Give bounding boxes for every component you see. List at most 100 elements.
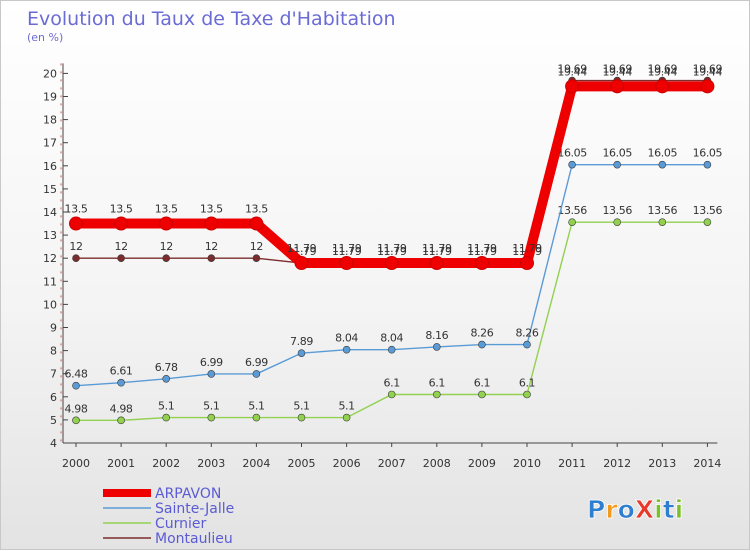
legend-label-sainte-jalle: Sainte-Jalle bbox=[155, 501, 234, 517]
data-point-montaulieu bbox=[252, 254, 261, 263]
data-label-arpavon: 11.79 bbox=[287, 242, 317, 255]
chart-subtitle: (en %) bbox=[27, 31, 63, 44]
data-label-curnier: 13.56 bbox=[648, 204, 678, 217]
data-point-curnier bbox=[117, 416, 125, 425]
x-tick-label: 2014 bbox=[693, 457, 721, 470]
data-label-curnier: 5.1 bbox=[248, 400, 264, 413]
data-point-sainte-jalle bbox=[387, 345, 396, 354]
data-point-arpavon bbox=[294, 256, 309, 271]
x-tick-label: 2005 bbox=[288, 457, 316, 470]
data-label-sainte-jalle: 16.05 bbox=[602, 147, 632, 160]
x-tick-label: 2009 bbox=[468, 457, 496, 470]
data-label-curnier: 13.56 bbox=[557, 204, 587, 217]
data-point-curnier bbox=[432, 390, 441, 399]
data-label-sainte-jalle: 6.48 bbox=[65, 368, 88, 381]
data-point-sainte-jalle bbox=[568, 160, 576, 169]
proxiti-logo: ProXiti bbox=[587, 495, 684, 525]
data-label-arpavon: 19.44 bbox=[602, 65, 632, 78]
data-point-arpavon bbox=[339, 256, 354, 271]
y-tick-label: 6 bbox=[50, 391, 57, 404]
logo-letter: X bbox=[635, 495, 654, 524]
data-label-arpavon: 19.44 bbox=[557, 65, 587, 78]
y-tick-label: 7 bbox=[50, 368, 57, 381]
data-label-arpavon: 13.5 bbox=[65, 203, 88, 216]
data-point-arpavon bbox=[429, 256, 444, 271]
data-point-curnier bbox=[72, 416, 80, 425]
data-point-curnier bbox=[162, 413, 170, 422]
data-point-curnier bbox=[342, 413, 351, 422]
y-tick-label: 10 bbox=[43, 298, 57, 311]
data-point-curnier bbox=[568, 218, 576, 226]
data-point-arpavon bbox=[520, 256, 534, 271]
data-label-montaulieu: 19.69 bbox=[693, 63, 723, 76]
y-tick-label: 18 bbox=[43, 114, 57, 127]
data-label-montaulieu: 19.69 bbox=[602, 63, 632, 76]
data-point-sainte-jalle bbox=[342, 345, 351, 354]
data-label-curnier: 13.56 bbox=[693, 204, 723, 217]
data-label-sainte-jalle: 6.78 bbox=[155, 361, 178, 374]
logo-letter: o bbox=[618, 495, 635, 524]
data-point-sainte-jalle bbox=[162, 374, 170, 383]
data-label-curnier: 13.56 bbox=[602, 204, 632, 217]
data-label-curnier: 6.1 bbox=[519, 376, 535, 389]
data-point-arpavon bbox=[565, 79, 580, 94]
data-label-sainte-jalle: 6.99 bbox=[245, 356, 268, 369]
data-point-curnier bbox=[478, 390, 486, 399]
series-line-montaulieu bbox=[75, 79, 709, 264]
data-label-sainte-jalle: 8.04 bbox=[380, 332, 403, 345]
data-label-sainte-jalle: 16.05 bbox=[557, 147, 587, 160]
x-tick-label: 2002 bbox=[152, 457, 180, 470]
data-label-curnier: 6.1 bbox=[474, 376, 490, 389]
y-tick-label: 12 bbox=[43, 252, 57, 265]
data-label-sainte-jalle: 16.05 bbox=[693, 147, 723, 160]
logo-letter: r bbox=[605, 495, 618, 524]
x-tick-label: 2010 bbox=[513, 457, 541, 470]
data-point-sainte-jalle bbox=[117, 378, 125, 387]
y-tick-label: 19 bbox=[43, 91, 57, 104]
data-point-sainte-jalle bbox=[703, 160, 712, 169]
data-point-sainte-jalle bbox=[297, 349, 306, 357]
series-layer: 4.98 4.98 5.1 5.1 5.1 5.1 5.16.1 6.1 6.1 6.113.56… bbox=[65, 63, 723, 425]
data-point-curnier bbox=[523, 390, 531, 399]
data-point-arpavon bbox=[655, 79, 670, 94]
data-point-arpavon bbox=[384, 256, 399, 271]
data-point-montaulieu bbox=[72, 254, 80, 263]
y-tick-label: 9 bbox=[50, 322, 57, 335]
x-tick-label: 2013 bbox=[648, 457, 676, 470]
data-label-sainte-jalle: 6.99 bbox=[200, 356, 223, 369]
logo-letter: i bbox=[675, 495, 684, 524]
data-label-arpavon: 13.5 bbox=[110, 203, 133, 216]
data-point-sainte-jalle bbox=[72, 381, 80, 390]
data-point-arpavon bbox=[249, 216, 264, 231]
data-label-curnier: 5.1 bbox=[203, 400, 219, 413]
y-tick-label: 14 bbox=[43, 206, 57, 219]
x-tick-label: 2003 bbox=[197, 457, 225, 470]
data-point-sainte-jalle bbox=[613, 160, 622, 169]
logo-letter: i bbox=[654, 495, 663, 524]
data-point-montaulieu bbox=[162, 254, 170, 263]
data-point-arpavon bbox=[204, 216, 219, 231]
x-tick-label: 2007 bbox=[378, 457, 406, 470]
data-label-curnier: 6.1 bbox=[429, 376, 445, 389]
data-label-arpavon: 11.79 bbox=[512, 242, 542, 255]
data-label-arpavon: 13.5 bbox=[155, 203, 178, 216]
data-label-curnier: 4.98 bbox=[65, 402, 88, 415]
data-point-sainte-jalle bbox=[478, 340, 486, 349]
data-point-montaulieu bbox=[207, 254, 216, 263]
data-label-sainte-jalle: 6.61 bbox=[110, 365, 133, 378]
data-label-montaulieu: 12 bbox=[205, 240, 218, 253]
data-label-sainte-jalle: 8.16 bbox=[425, 329, 448, 342]
axes: 4 5 6 7 8 9 10 11 12 13 14 15 16 17 18 19 20 2000 2001 2002… bbox=[43, 63, 721, 470]
data-point-sainte-jalle bbox=[432, 343, 441, 351]
data-point-arpavon bbox=[700, 79, 715, 94]
data-point-arpavon bbox=[474, 256, 489, 271]
data-label-montaulieu: 11.79 bbox=[332, 245, 362, 258]
data-point-sainte-jalle bbox=[658, 160, 667, 169]
data-label-montaulieu: 12 bbox=[114, 240, 127, 253]
data-label-curnier: 5.1 bbox=[293, 400, 309, 413]
y-tick-label: 16 bbox=[43, 160, 57, 173]
data-point-arpavon bbox=[69, 216, 83, 231]
data-label-montaulieu: 11.79 bbox=[422, 245, 452, 258]
y-tick-label: 15 bbox=[43, 183, 57, 196]
